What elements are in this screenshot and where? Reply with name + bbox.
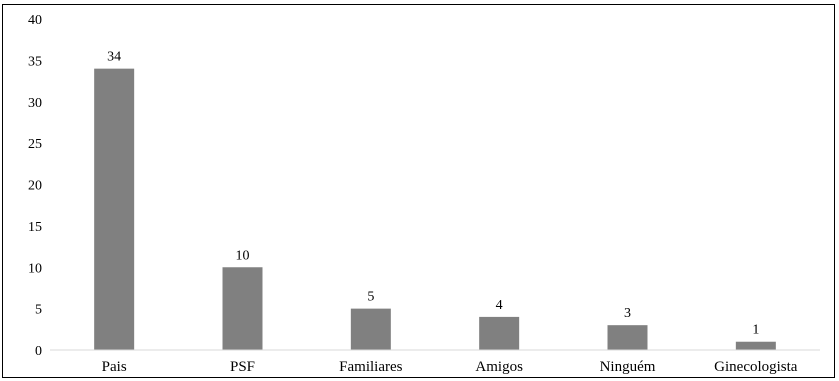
category-label: Ginecologista [714,359,798,375]
data-label: 3 [624,306,631,321]
bar [607,325,648,350]
bars [94,68,776,351]
category-label: Familiares [339,359,402,375]
y-tick-label: 25 [28,137,42,152]
data-label: 10 [236,248,250,263]
data-labels: 34 10 5 4 3 1 [107,50,759,338]
category-label: Ninguém [600,359,656,375]
y-tick-label: 0 [35,344,42,359]
category-labels: Pais PSF Familiares Amigos Ninguém Ginecologi… [102,359,798,375]
y-tick-label: 15 [28,220,42,235]
bar [94,68,135,351]
data-label: 1 [752,323,759,338]
data-label: 34 [107,50,121,65]
chart-frame [2,4,835,378]
y-axis-ticks: 0 5 10 15 20 25 30 35 40 [28,13,42,359]
bar [222,267,263,350]
category-label: Amigos [475,359,523,375]
category-label: PSF [230,359,255,375]
bar [350,308,391,350]
y-tick-label: 20 [28,179,42,194]
bar [735,341,776,350]
data-label: 5 [367,290,374,305]
category-label: Pais [102,359,127,375]
bar [479,316,520,350]
y-tick-label: 40 [28,13,42,28]
y-tick-label: 10 [28,261,42,276]
data-label: 4 [496,298,503,313]
y-tick-label: 30 [28,96,42,111]
y-tick-label: 5 [35,303,42,318]
y-tick-label: 35 [28,54,42,69]
